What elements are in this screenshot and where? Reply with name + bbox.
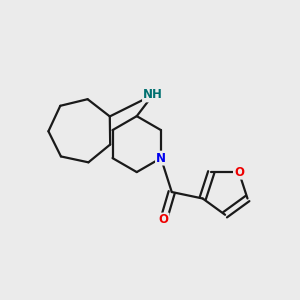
Text: O: O [234,166,244,179]
Text: N: N [156,152,166,165]
Text: NH: NH [143,88,163,101]
Text: O: O [158,214,169,226]
